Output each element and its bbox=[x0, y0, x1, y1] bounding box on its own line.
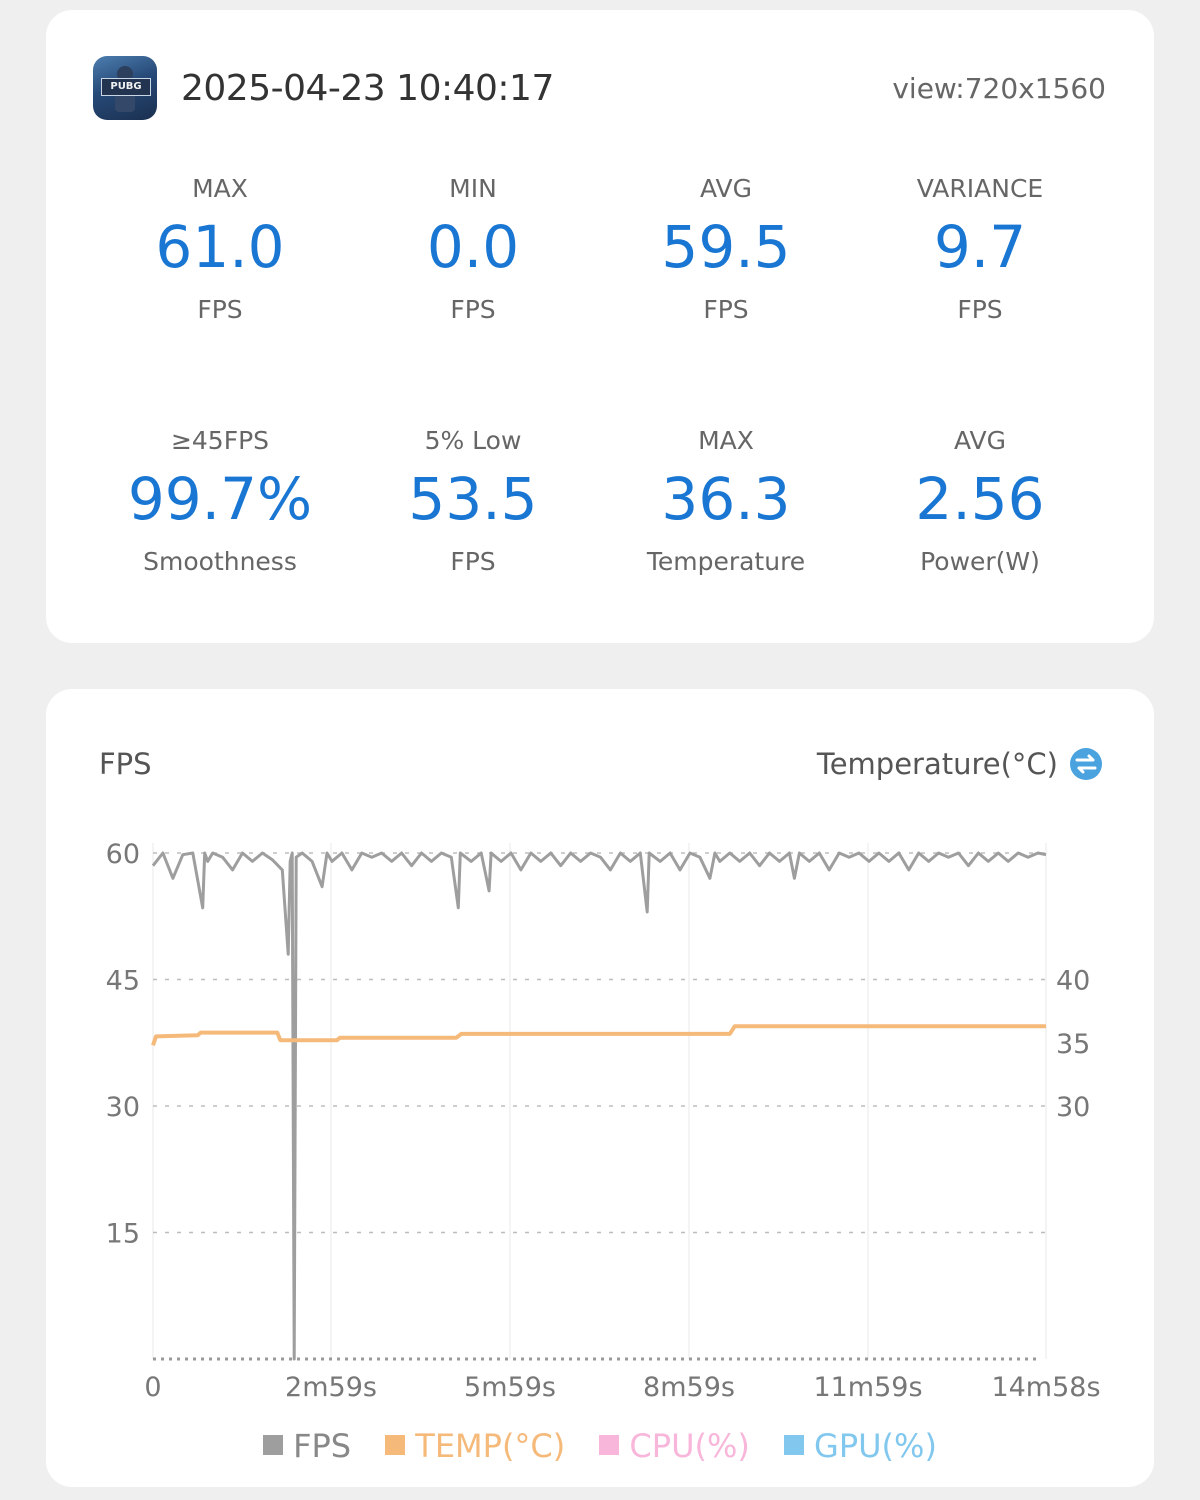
stat-value: 61.0 bbox=[155, 213, 285, 281]
y-right-tick-label: 35 bbox=[1056, 1029, 1090, 1060]
stat-avg-power: AVG 2.56 Power(W) bbox=[860, 426, 1100, 577]
x-tick-label: 5m59s bbox=[464, 1372, 556, 1403]
stat-label: MAX bbox=[698, 426, 754, 455]
stat-unit: Power(W) bbox=[920, 547, 1040, 576]
x-tick-label: 0 bbox=[144, 1372, 161, 1403]
pubg-mobile-app-icon[interactable]: PUBG bbox=[93, 56, 157, 120]
stat-unit: FPS bbox=[703, 295, 749, 324]
stat-unit: FPS bbox=[197, 295, 243, 324]
stat-label: VARIANCE bbox=[916, 174, 1044, 203]
y-right-tick-label: 40 bbox=[1056, 966, 1090, 997]
stat-unit: Temperature bbox=[646, 547, 806, 576]
stat-label: MIN bbox=[449, 174, 497, 203]
fps-temperature-chart: 60 45 30 15 40 35 30 0 2m59s 5m59s 8m59s 11m59s 14m5… bbox=[106, 839, 1101, 1403]
legend-label-cpu: CPU(%) bbox=[629, 1427, 750, 1465]
stat-5pct-low-fps: 5% Low 53.5 FPS bbox=[353, 426, 593, 577]
app-icon-label: PUBG bbox=[101, 78, 151, 96]
legend-temp[interactable]: TEMP(°C) bbox=[385, 1427, 565, 1465]
temp-series-line bbox=[151, 1024, 1046, 1046]
stat-value: 0.0 bbox=[426, 213, 520, 281]
legend-swatch-cpu bbox=[599, 1435, 620, 1455]
stat-unit: FPS bbox=[957, 295, 1003, 324]
view-resolution: view:720x1560 bbox=[892, 72, 1106, 105]
stat-label: AVG bbox=[700, 174, 752, 203]
stat-unit: Smoothness bbox=[143, 547, 297, 576]
stat-max-fps: MAX 61.0 FPS bbox=[100, 174, 340, 325]
y-left-tick-label: 30 bbox=[106, 1092, 140, 1123]
stat-variance-fps: VARIANCE 9.7 FPS bbox=[860, 174, 1100, 325]
stat-label: MAX bbox=[192, 174, 248, 203]
session-timestamp: 2025-04-23 10:40:17 bbox=[181, 68, 554, 109]
chart-left-axis-title: FPS bbox=[99, 747, 152, 781]
x-tick-label: 11m59s bbox=[813, 1372, 922, 1403]
stat-smoothness: ≥45FPS 99.7% Smoothness bbox=[100, 426, 340, 577]
stat-value: 59.5 bbox=[661, 213, 791, 281]
legend-label-fps: FPS bbox=[293, 1427, 352, 1465]
legend-cpu[interactable]: CPU(%) bbox=[599, 1427, 750, 1465]
stat-max-temperature: MAX 36.3 Temperature bbox=[606, 426, 846, 577]
legend-swatch-gpu bbox=[784, 1435, 805, 1455]
y-right-tick-label: 30 bbox=[1056, 1092, 1090, 1123]
stat-avg-fps: AVG 59.5 FPS bbox=[606, 174, 846, 325]
stat-label: AVG bbox=[954, 426, 1006, 455]
stat-unit: FPS bbox=[450, 547, 496, 576]
legend-label-temp: TEMP(°C) bbox=[415, 1427, 566, 1465]
y-left-tick-label: 15 bbox=[106, 1219, 140, 1250]
x-tick-label: 14m58s bbox=[991, 1372, 1100, 1403]
chart-legend: FPS TEMP(°C) CPU(%) GPU(%) bbox=[46, 1427, 1154, 1465]
stat-value: 53.5 bbox=[408, 465, 538, 533]
stat-value: 36.3 bbox=[661, 465, 791, 533]
swap-icon[interactable] bbox=[1069, 747, 1103, 781]
legend-fps[interactable]: FPS bbox=[263, 1427, 351, 1465]
y-left-tick-label: 45 bbox=[106, 966, 140, 997]
stat-label: 5% Low bbox=[424, 426, 522, 455]
y-left-tick-label: 60 bbox=[106, 839, 140, 870]
legend-gpu[interactable]: GPU(%) bbox=[784, 1427, 937, 1465]
chart-right-axis-title: Temperature(°C) bbox=[816, 747, 1058, 781]
x-tick-label: 2m59s bbox=[285, 1372, 377, 1403]
legend-swatch-fps bbox=[263, 1435, 284, 1455]
summary-card: PUBG 2025-04-23 10:40:17 view:720x1560 M… bbox=[46, 10, 1154, 643]
fps-series-line bbox=[151, 851, 1047, 1361]
chart-card: FPS Temperature(°C) 60 45 30 15 40 35 30 0 2m59s… bbox=[46, 689, 1154, 1487]
legend-swatch-temp bbox=[385, 1435, 406, 1455]
x-tick-label: 8m59s bbox=[643, 1372, 735, 1403]
stat-value: 9.7 bbox=[933, 213, 1027, 281]
stat-label: ≥45FPS bbox=[170, 426, 270, 455]
stat-value: 99.7% bbox=[127, 465, 313, 533]
stat-unit: FPS bbox=[450, 295, 496, 324]
legend-label-gpu: GPU(%) bbox=[814, 1427, 937, 1465]
stat-min-fps: MIN 0.0 FPS bbox=[353, 174, 593, 325]
stat-value: 2.56 bbox=[915, 465, 1045, 533]
